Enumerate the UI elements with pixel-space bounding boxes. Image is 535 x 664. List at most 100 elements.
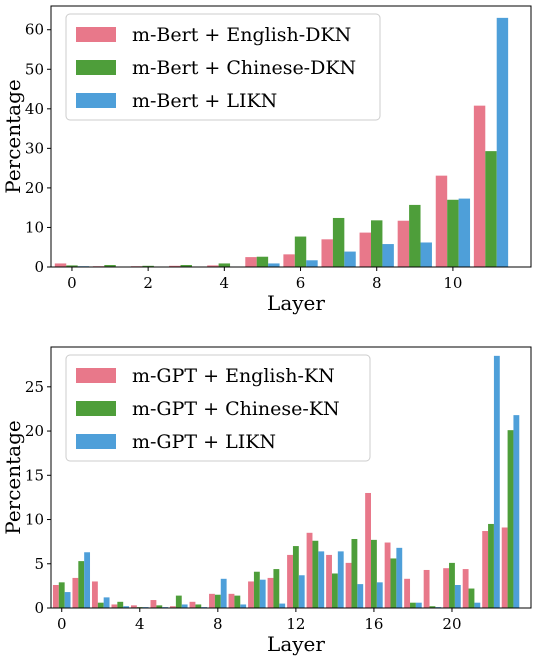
legend-swatch-1 [76, 27, 116, 42]
bar-3-9 [421, 242, 432, 267]
y-tick-label: 15 [25, 466, 44, 484]
bar-1-11 [268, 578, 274, 608]
bar-3-23 [513, 415, 519, 608]
bar-1-10 [436, 176, 447, 267]
bar-3-16 [377, 582, 383, 608]
bar-3-14 [338, 551, 344, 608]
bar-2-16 [371, 540, 377, 608]
bar-3-11 [497, 18, 508, 267]
bar-1-21 [463, 569, 469, 608]
y-tick-label: 10 [25, 218, 44, 236]
y-tick-label: 5 [34, 555, 44, 573]
bar-3-9 [240, 604, 246, 608]
bar-1-20 [443, 568, 449, 608]
x-tick-label: 10 [443, 274, 462, 292]
legend-label-2: m-Bert + Chinese-DKN [132, 57, 356, 79]
bar-2-10 [447, 200, 458, 267]
x-tick-label: 16 [364, 615, 383, 633]
bar-2-5 [257, 257, 268, 267]
y-tick-label: 50 [25, 60, 44, 78]
x-tick-label: 4 [135, 615, 145, 633]
y-tick-label: 25 [25, 378, 44, 396]
bar-3-15 [357, 584, 363, 608]
bar-2-7 [333, 218, 344, 267]
x-tick-label: 4 [220, 274, 230, 292]
bar-1-3 [111, 604, 117, 608]
bar-1-14 [326, 555, 332, 608]
y-tick-label: 40 [25, 100, 44, 118]
bar-2-22 [488, 524, 494, 608]
bar-2-23 [508, 430, 514, 608]
y-tick-label: 30 [25, 139, 44, 157]
x-tick-label: 20 [442, 615, 461, 633]
bar-1-8 [209, 594, 215, 608]
x-tick-label: 0 [67, 274, 77, 292]
bar-1-17 [385, 543, 391, 608]
bar-1-6 [283, 254, 294, 267]
bar-1-7 [321, 239, 332, 267]
bar-1-10 [248, 581, 254, 608]
x-tick-label: 12 [286, 615, 305, 633]
bar-1-0 [53, 585, 59, 608]
bar-2-9 [409, 205, 420, 267]
bar-2-4 [219, 263, 230, 267]
bar-2-2 [98, 603, 104, 608]
y-axis-title: Percentage [1, 420, 25, 534]
bar-3-6 [306, 260, 317, 267]
x-axis-title: Layer [267, 632, 325, 656]
x-tick-label: 6 [296, 274, 306, 292]
bar-2-13 [312, 541, 318, 608]
x-axis-title: Layer [267, 291, 325, 315]
bar-1-12 [287, 555, 293, 608]
bar-3-1 [84, 552, 90, 608]
bar-2-7 [195, 604, 201, 608]
bar-1-9 [398, 221, 409, 267]
bar-3-13 [318, 551, 324, 608]
bar-3-10 [260, 580, 266, 608]
legend-swatch-2 [76, 401, 116, 416]
y-tick-label: 60 [25, 21, 44, 39]
y-tick-label: 20 [25, 422, 44, 440]
bar-3-8 [382, 244, 393, 267]
bar-3-17 [396, 548, 402, 608]
bar-2-11 [273, 569, 279, 608]
legend: m-GPT + English-KNm-GPT + Chinese-KNm-GP… [66, 355, 370, 461]
x-tick-label: 2 [143, 274, 153, 292]
bar-3-11 [279, 604, 285, 608]
legend-label-2: m-GPT + Chinese-KN [132, 398, 340, 420]
bar-3-6 [182, 604, 188, 608]
y-tick-label: 0 [34, 258, 44, 276]
y-tick-label: 20 [25, 179, 44, 197]
bar-3-20 [455, 585, 461, 608]
bar-2-17 [391, 558, 397, 608]
bar-3-7 [344, 252, 355, 267]
bar-2-12 [293, 546, 299, 608]
bar-2-8 [371, 220, 382, 267]
y-tick-label: 10 [25, 511, 44, 529]
bar-2-6 [176, 596, 182, 608]
bar-1-23 [502, 527, 508, 608]
legend-label-1: m-GPT + English-KN [132, 365, 335, 387]
bar-3-0 [65, 592, 71, 608]
bar-2-8 [215, 595, 221, 608]
bar-1-0 [55, 263, 66, 267]
bar-1-7 [190, 602, 196, 608]
bar-2-14 [332, 573, 338, 608]
legend-swatch-3 [76, 434, 116, 449]
bar-1-11 [474, 106, 485, 267]
bar-2-0 [59, 582, 65, 608]
bar-1-2 [92, 581, 98, 608]
bar-3-21 [474, 603, 480, 608]
bar-1-19 [424, 570, 430, 608]
bar-1-13 [307, 533, 313, 608]
legend-swatch-1 [76, 368, 116, 383]
legend-label-3: m-Bert + LIKN [132, 90, 277, 112]
legend-swatch-2 [76, 60, 116, 75]
bar-1-15 [346, 563, 352, 608]
legend-swatch-3 [76, 93, 116, 108]
x-tick-label: 8 [213, 615, 223, 633]
bar-3-22 [494, 356, 500, 608]
bar-2-10 [254, 572, 260, 608]
